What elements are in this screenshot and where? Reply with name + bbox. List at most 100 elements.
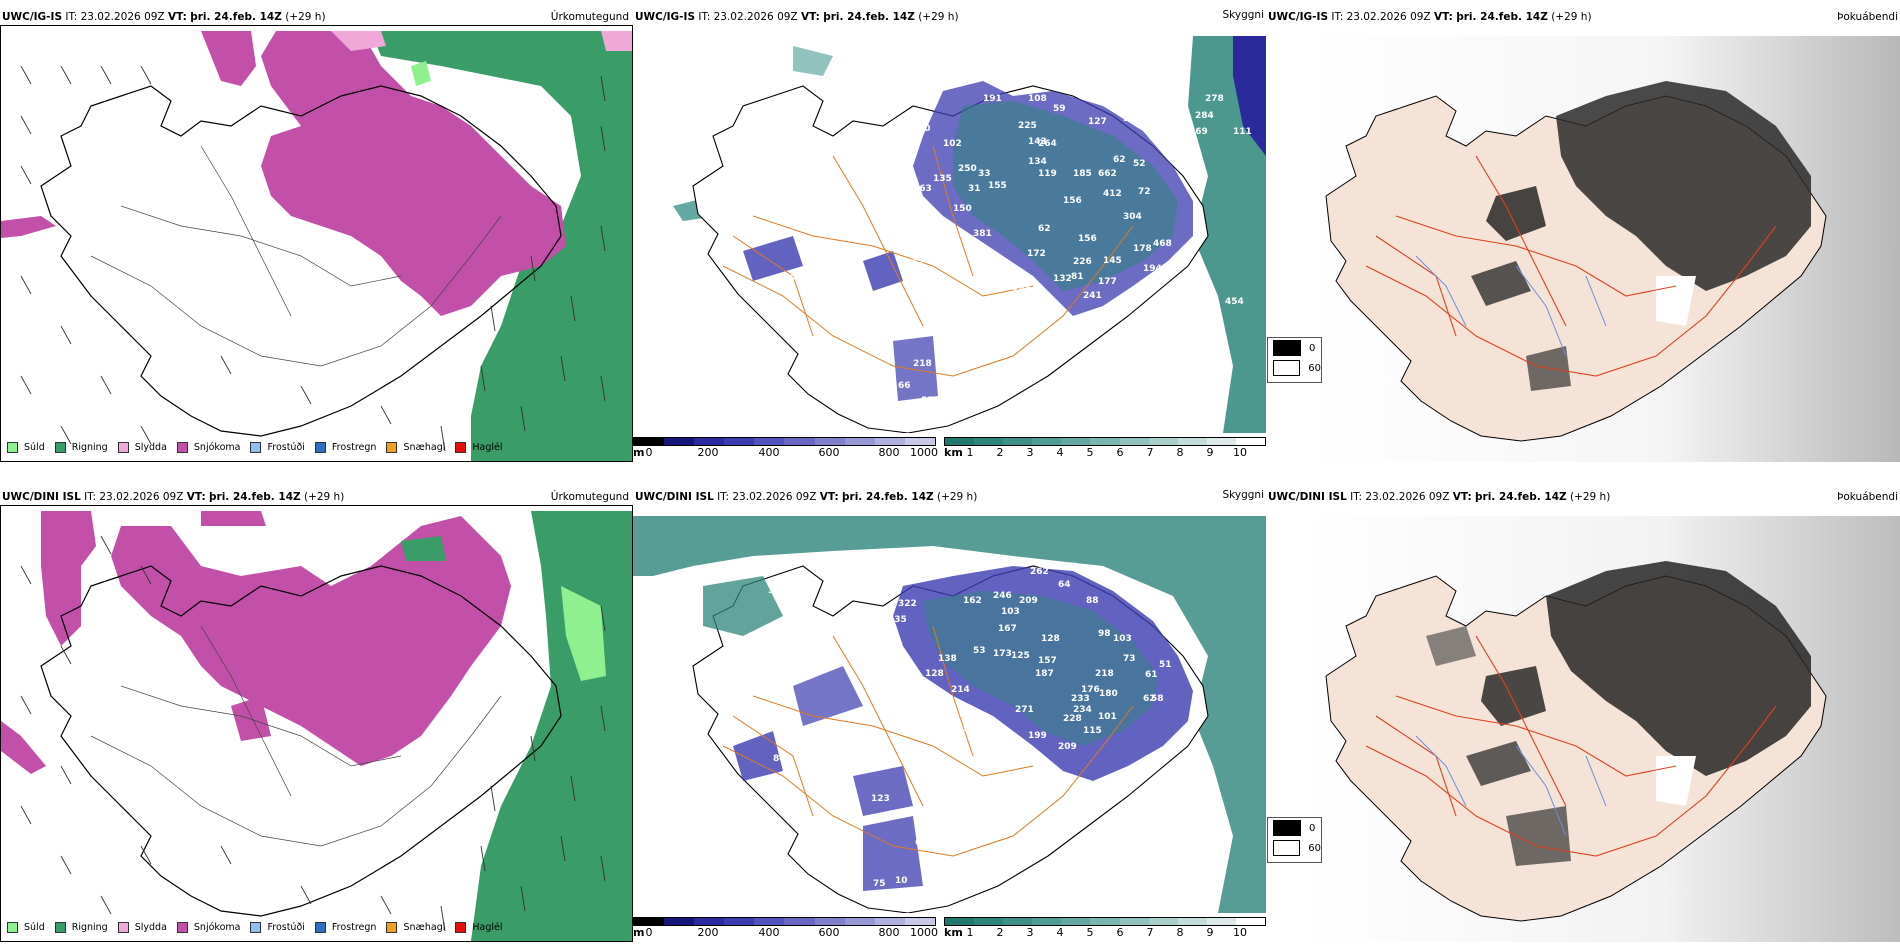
fog-legend-item-0: 0 bbox=[1268, 818, 1321, 838]
svg-text:217: 217 bbox=[778, 274, 797, 284]
svg-text:932: 932 bbox=[1063, 69, 1082, 79]
svg-text:191: 191 bbox=[983, 94, 1002, 104]
svg-text:125: 125 bbox=[1011, 651, 1030, 661]
svg-text:454: 454 bbox=[1225, 297, 1244, 307]
svg-text:162: 162 bbox=[963, 596, 982, 606]
precip-legend: Súld Rigning Slydda Snjókoma Frostúði Fr… bbox=[7, 920, 513, 934]
panel-subtitle: Þokuábendi bbox=[1837, 11, 1898, 23]
svg-text:150: 150 bbox=[953, 204, 972, 214]
svg-text:145: 145 bbox=[1103, 256, 1122, 266]
svg-text:199: 199 bbox=[1028, 731, 1047, 741]
svg-text:235: 235 bbox=[888, 615, 907, 625]
svg-text:246: 246 bbox=[1013, 284, 1032, 294]
svg-text:946: 946 bbox=[858, 69, 877, 79]
precip-legend: Súld Rigning Slydda Snjókoma Frostúði Fr… bbox=[7, 440, 513, 454]
svg-text:58: 58 bbox=[1151, 694, 1164, 704]
svg-text:50: 50 bbox=[918, 124, 931, 134]
svg-text:214: 214 bbox=[951, 685, 970, 695]
cloud-base-unit: m bbox=[633, 926, 645, 939]
map-fog bbox=[1306, 36, 1900, 462]
svg-text:28: 28 bbox=[998, 269, 1011, 279]
svg-text:153: 153 bbox=[905, 259, 924, 269]
map-canvas: 946 949 932 50 191 108 59 127 59 102 225… bbox=[633, 36, 1266, 433]
svg-text:62: 62 bbox=[1143, 694, 1156, 704]
legend-item-frostregn: Frostregn bbox=[314, 921, 376, 933]
svg-text:115: 115 bbox=[1083, 726, 1102, 736]
svg-text:10: 10 bbox=[895, 876, 908, 886]
panel-title: UWC/DINI ISL IT: 23.02.2026 09Z VT: þri.… bbox=[2, 491, 345, 503]
svg-text:176: 176 bbox=[1081, 685, 1100, 695]
svg-text:284: 284 bbox=[1195, 111, 1214, 121]
fog-legend-item-60: 60 bbox=[1268, 358, 1321, 378]
svg-text:241: 241 bbox=[1083, 291, 1102, 301]
svg-text:52: 52 bbox=[1133, 159, 1146, 169]
cloud-base-ticks: 0 200 400 600 800 1000 bbox=[645, 446, 939, 459]
svg-text:111: 111 bbox=[1233, 127, 1252, 137]
svg-text:250: 250 bbox=[958, 164, 977, 174]
cloud-base-unit: m bbox=[633, 446, 645, 459]
svg-text:134: 134 bbox=[1028, 157, 1047, 167]
svg-text:662: 662 bbox=[1098, 169, 1117, 179]
svg-text:138: 138 bbox=[938, 654, 957, 664]
fog-legend: 0 60 bbox=[1267, 337, 1322, 383]
svg-text:75: 75 bbox=[873, 879, 886, 889]
legend-item-hagel: Haglél bbox=[455, 441, 503, 453]
visibility-colorbar: km 1 2 3 4 5 6 7 8 9 10 bbox=[944, 437, 1266, 461]
svg-text:64: 64 bbox=[1058, 580, 1071, 590]
panel-subtitle: Skyggni bbox=[1222, 489, 1265, 501]
visibility-unit: km bbox=[944, 926, 963, 939]
legend-item-rigning: Rigning bbox=[54, 441, 108, 453]
svg-text:218: 218 bbox=[913, 359, 932, 369]
svg-text:51: 51 bbox=[1159, 660, 1172, 670]
map-visibility: 946 949 932 50 191 108 59 127 59 102 225… bbox=[633, 36, 1266, 433]
fog-legend-item-60: 60 bbox=[1268, 838, 1321, 858]
panel-fog-bottom: UWC/DINI ISL IT: 23.02.2026 09Z VT: þri.… bbox=[1266, 490, 1900, 945]
svg-text:226: 226 bbox=[1073, 257, 1092, 267]
cloud-base-colorbar-strip bbox=[633, 917, 936, 926]
panel-title: UWC/DINI ISL IT: 23.02.2026 09Z VT: þri.… bbox=[1268, 491, 1611, 503]
map-canvas: 793 395 632 353 322 235 262 60 64 72 162… bbox=[633, 516, 1266, 913]
map-precip-type: Súld Rigning Slydda Snjókoma Frostúði Fr… bbox=[0, 25, 633, 462]
svg-text:157: 157 bbox=[1038, 656, 1057, 666]
svg-text:103: 103 bbox=[1001, 607, 1020, 617]
svg-text:55: 55 bbox=[921, 396, 934, 406]
svg-text:101: 101 bbox=[1098, 712, 1117, 722]
svg-text:66: 66 bbox=[898, 381, 911, 391]
svg-text:463: 463 bbox=[888, 204, 907, 214]
cloud-base-ticks: 0 200 400 600 800 1000 bbox=[645, 926, 939, 939]
panel-subtitle: Úrkomutegund bbox=[550, 11, 629, 23]
legend-item-hagel: Haglél bbox=[455, 921, 503, 933]
svg-text:173: 173 bbox=[993, 649, 1012, 659]
visibility-colorbar-strip bbox=[944, 917, 1266, 926]
svg-text:155: 155 bbox=[988, 181, 1007, 191]
svg-text:167: 167 bbox=[998, 624, 1017, 634]
svg-text:185: 185 bbox=[1073, 169, 1092, 179]
legend-item-snaehagl: Snæhagl bbox=[386, 921, 445, 933]
svg-text:262: 262 bbox=[1030, 567, 1049, 577]
panel-visibility-bottom: UWC/DINI ISL IT: 23.02.2026 09Z VT: þri.… bbox=[633, 489, 1266, 945]
visibility-unit: km bbox=[944, 446, 963, 459]
panel-title: UWC/IG-IS IT: 23.02.2026 09Z VT: þri. 24… bbox=[2, 11, 326, 23]
visibility-ticks: 1 2 3 4 5 6 7 8 9 10 bbox=[966, 446, 1248, 459]
svg-text:123: 123 bbox=[871, 794, 890, 804]
map-precip-type: Súld Rigning Slydda Snjókoma Frostúði Fr… bbox=[0, 505, 633, 942]
svg-text:72: 72 bbox=[1138, 187, 1151, 197]
svg-text:92: 92 bbox=[963, 724, 976, 734]
legend-item-slydda: Slydda bbox=[117, 921, 167, 933]
legend-item-frostudi: Frostúði bbox=[250, 921, 305, 933]
visibility-ticks: 1 2 3 4 5 6 7 8 9 10 bbox=[966, 926, 1248, 939]
visibility-colorbar: km 1 2 3 4 5 6 7 8 9 10 bbox=[944, 917, 1266, 941]
svg-text:62: 62 bbox=[1113, 155, 1126, 165]
cloud-base-colorbar-strip bbox=[633, 437, 936, 446]
svg-text:84: 84 bbox=[773, 754, 786, 764]
svg-text:468: 468 bbox=[1153, 239, 1172, 249]
svg-text:322: 322 bbox=[898, 599, 917, 609]
panel-subtitle: Skyggni bbox=[1222, 9, 1265, 21]
svg-text:98: 98 bbox=[1098, 629, 1111, 639]
panel-precip-type-top: UWC/IG-IS IT: 23.02.2026 09Z VT: þri. 24… bbox=[0, 10, 633, 465]
panel-title: UWC/DINI ISL IT: 23.02.2026 09Z VT: þri.… bbox=[635, 491, 978, 503]
svg-text:269: 269 bbox=[1189, 127, 1208, 137]
svg-text:271: 271 bbox=[1015, 705, 1034, 715]
svg-text:62: 62 bbox=[1038, 224, 1051, 234]
svg-text:59: 59 bbox=[1053, 104, 1066, 114]
